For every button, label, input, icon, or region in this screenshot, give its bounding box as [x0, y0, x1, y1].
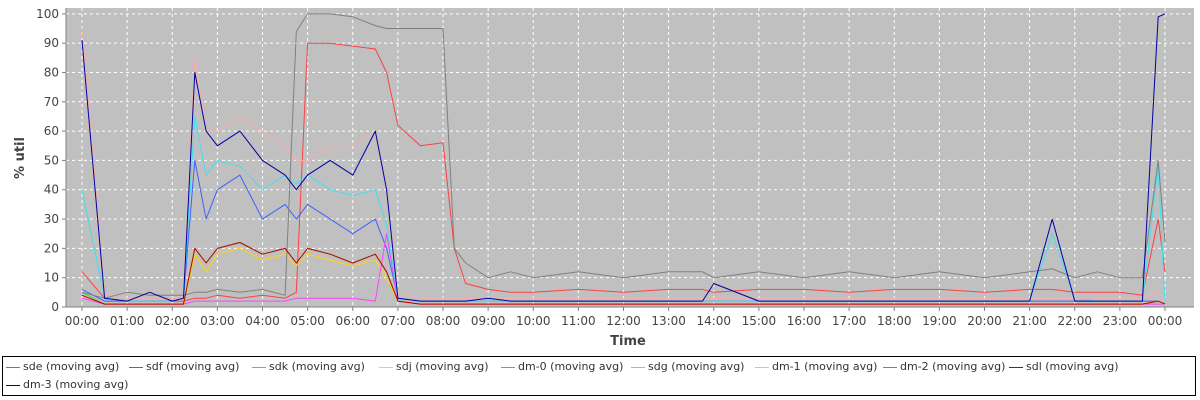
series-line-sde: [81, 42, 1166, 302]
legend-label: sdk (moving avg): [269, 360, 365, 373]
legend-item: sdk (moving avg): [252, 358, 365, 376]
y-tick-label: 40: [44, 183, 59, 197]
legend-label: dm-2 (moving avg): [900, 360, 1006, 373]
x-tick-label: 14:00: [696, 314, 731, 328]
y-tick-label: 60: [44, 124, 59, 138]
y-tick-label: 30: [44, 212, 59, 226]
x-tick-label: 03:00: [200, 314, 235, 328]
legend-swatch: [501, 366, 515, 368]
legend-item: sdj (moving avg): [379, 358, 489, 376]
y-tick-label: 70: [44, 95, 59, 109]
series-lines: [81, 13, 1166, 305]
plot-area: [66, 8, 1194, 307]
x-tick-label: 11:00: [561, 314, 596, 328]
y-axis-label: % util: [13, 137, 28, 179]
legend-swatch: [755, 366, 769, 368]
legend-item: sde (moving avg): [6, 358, 119, 376]
legend-swatch: [631, 366, 645, 368]
x-tick-label: 16:00: [787, 314, 822, 328]
x-tick-label: 01:00: [110, 314, 145, 328]
legend-label: dm-3 (moving avg): [23, 378, 129, 391]
legend-label: dm-0 (moving avg): [518, 360, 624, 373]
x-tick-label: 05:00: [290, 314, 325, 328]
series-line-dm-1: [81, 28, 1166, 302]
legend-label: dm-1 (moving avg): [772, 360, 878, 373]
y-tick-label: 20: [44, 241, 59, 255]
x-tick-label: 13:00: [651, 314, 686, 328]
x-tick-label: 18:00: [877, 314, 912, 328]
series-line-sdl: [81, 242, 1166, 305]
x-axis-label: Time: [610, 334, 646, 349]
x-tick-label: 20:00: [967, 314, 1002, 328]
x-tick-label: 04:00: [245, 314, 280, 328]
legend-item: sdl (moving avg): [1009, 358, 1119, 376]
legend-label: sdj (moving avg): [396, 360, 489, 373]
y-tick-label: 10: [44, 271, 59, 285]
x-tick-label: 23:00: [1103, 314, 1138, 328]
x-tick-label: 19:00: [922, 314, 957, 328]
legend-item: dm-3 (moving avg): [6, 376, 128, 394]
legend-item: sdg (moving avg): [631, 358, 744, 376]
series-line-dm-2: [81, 13, 1166, 299]
legend-swatch: [1009, 366, 1023, 368]
legend-item: dm-2 (moving avg): [883, 358, 1005, 376]
legend-swatch: [6, 366, 20, 368]
legend-label: sdg (moving avg): [648, 360, 745, 373]
x-tick-label: 02:00: [155, 314, 190, 328]
x-tick-label: 06:00: [335, 314, 370, 328]
legend-item: sdf (moving avg): [129, 358, 239, 376]
legend-item: dm-0 (moving avg): [501, 358, 623, 376]
y-tick-label: 0: [51, 300, 59, 314]
x-tick-label: 09:00: [471, 314, 506, 328]
legend-label: sdl (moving avg): [1026, 360, 1119, 373]
x-tick-label: 07:00: [381, 314, 416, 328]
x-tick-label: 17:00: [832, 314, 867, 328]
legend-label: sde (moving avg): [23, 360, 120, 373]
x-tick-label: 08:00: [426, 314, 461, 328]
y-tick-label: 90: [44, 36, 59, 50]
series-line-dm-3: [81, 13, 1166, 302]
legend-swatch: [129, 366, 143, 368]
x-tick-label: 21:00: [1012, 314, 1047, 328]
x-tick-label: 10:00: [516, 314, 551, 328]
legend-swatch: [6, 384, 20, 386]
x-tick-label: 15:00: [742, 314, 777, 328]
y-tick-label: 50: [44, 153, 59, 167]
legend-item: dm-1 (moving avg): [755, 358, 877, 376]
x-tick-label: 12:00: [606, 314, 641, 328]
y-tick-label: 100: [36, 7, 59, 21]
x-tick-label: 00:00: [1148, 314, 1183, 328]
chart-legend: sde (moving avg) sdf (moving avg) sdk (mov…: [2, 356, 1196, 396]
grid-lines: [66, 8, 1194, 308]
x-tick-label: 00:00: [65, 314, 100, 328]
line-chart: 0 10 20 30 40 50 60 70 80 90 100 00:00 01:00 02:00 03:…: [13, 7, 1194, 349]
legend-swatch: [883, 366, 897, 368]
x-tick-label: 22:00: [1057, 314, 1092, 328]
legend-swatch: [252, 366, 266, 368]
legend-swatch: [379, 366, 393, 368]
y-tick-label: 80: [44, 65, 59, 79]
legend-label: sdf (moving avg): [146, 360, 240, 373]
axes: 0 10 20 30 40 50 60 70 80 90 100 00:00 01:00 02:00 03:…: [36, 7, 1194, 328]
